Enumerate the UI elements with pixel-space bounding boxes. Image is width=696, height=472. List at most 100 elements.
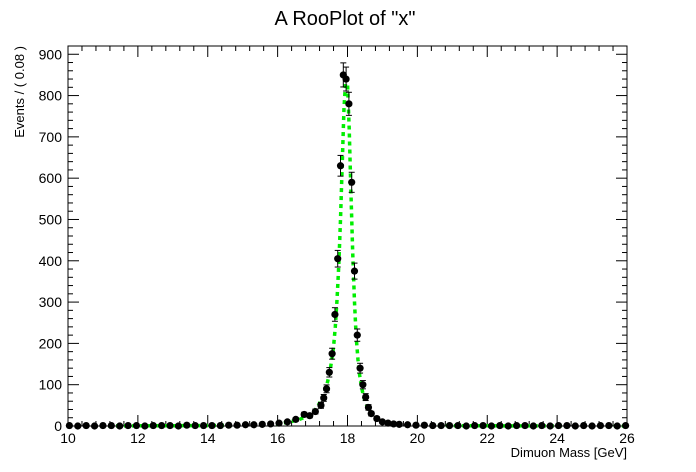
data-marker	[571, 422, 579, 430]
data-point	[364, 403, 373, 412]
data-marker	[350, 267, 359, 275]
data-marker	[596, 421, 605, 430]
data-marker	[437, 421, 445, 430]
data-marker	[65, 421, 73, 430]
data-marker	[487, 422, 496, 430]
data-marker	[141, 422, 149, 430]
data-marker	[199, 421, 208, 430]
data-marker	[149, 421, 157, 430]
data-marker	[124, 421, 132, 430]
data-marker	[132, 421, 141, 430]
data-marker	[429, 421, 437, 430]
data-marker	[317, 401, 325, 409]
data-marker	[275, 419, 283, 427]
data-point	[350, 262, 359, 280]
y-tick-label: 900	[39, 46, 63, 62]
data-marker	[258, 420, 266, 428]
data-point	[353, 328, 361, 342]
data-point	[311, 407, 319, 416]
data-point	[334, 249, 342, 268]
data-marker	[334, 255, 342, 263]
data-marker	[250, 421, 258, 429]
data-marker	[546, 422, 554, 430]
y-tick-label: 0	[54, 418, 62, 434]
data-marker	[588, 422, 596, 430]
y-axis-label: Events / ( 0.08 )	[12, 46, 27, 138]
data-marker	[622, 421, 630, 430]
data-point	[588, 422, 596, 430]
y-tick-labels: 0 100 200 300 400 500 600 700 800 900	[39, 46, 63, 434]
data-marker	[336, 162, 345, 170]
data-point	[390, 420, 398, 428]
data-marker	[158, 421, 166, 430]
data-marker	[320, 394, 328, 402]
data-marker	[74, 422, 82, 430]
data-point	[292, 415, 300, 423]
data-point	[395, 420, 403, 428]
data-marker	[174, 422, 183, 430]
data-marker	[331, 310, 339, 319]
data-point	[183, 421, 191, 429]
data-point	[322, 384, 331, 394]
data-point	[328, 347, 336, 360]
data-point	[342, 66, 350, 92]
data-point	[412, 421, 420, 429]
data-point	[378, 418, 387, 426]
data-point	[362, 393, 370, 402]
data-point	[373, 414, 381, 423]
data-point	[512, 421, 521, 430]
data-point	[571, 422, 579, 430]
data-marker	[90, 422, 99, 430]
x-tick-labels: 10 12 14 16 18 20 22 24 26	[60, 430, 635, 446]
data-point	[90, 422, 99, 430]
data-point	[445, 421, 454, 430]
data-point	[141, 422, 149, 430]
data-marker	[353, 331, 361, 339]
data-marker	[325, 368, 333, 376]
data-marker	[116, 422, 124, 430]
data-point	[132, 421, 141, 430]
data-point	[471, 421, 479, 430]
data-marker	[216, 421, 224, 430]
data-marker	[420, 421, 428, 429]
data-marker	[378, 418, 387, 426]
data-point	[199, 421, 208, 430]
x-tick-label: 18	[340, 430, 356, 446]
data-marker	[241, 421, 250, 429]
data-point	[580, 421, 588, 430]
data-point	[403, 421, 412, 429]
data-point	[429, 421, 437, 430]
x-axis-label: Dimuon Mass [GeV]	[511, 445, 627, 460]
data-marker	[512, 421, 521, 430]
data-point	[320, 394, 328, 402]
data-marker	[580, 421, 588, 430]
data-marker	[373, 414, 381, 423]
data-marker	[342, 75, 350, 83]
data-marker	[367, 410, 375, 418]
data-point	[233, 421, 241, 429]
data-marker	[521, 421, 529, 430]
data-point	[479, 421, 487, 430]
data-marker	[345, 100, 353, 108]
y-tick-label: 100	[39, 377, 63, 393]
data-marker	[300, 410, 308, 419]
chart-title: A RooPlot of "x"	[275, 8, 416, 30]
data-point	[563, 421, 571, 430]
x-tick-label: 16	[270, 430, 286, 446]
data-point	[420, 421, 428, 429]
data-marker	[538, 421, 546, 430]
y-tick-label: 600	[39, 170, 63, 186]
data-marker	[225, 421, 233, 429]
data-marker	[554, 421, 563, 430]
data-point	[124, 421, 132, 430]
data-point	[367, 410, 375, 418]
data-point	[166, 421, 174, 430]
data-marker	[359, 381, 367, 389]
data-point	[554, 421, 563, 430]
y-tick-label: 800	[39, 88, 63, 104]
x-tick-label: 10	[60, 430, 76, 446]
data-point	[107, 421, 115, 430]
data-point	[191, 421, 199, 430]
x-tick-label: 22	[479, 430, 495, 446]
data-point	[546, 422, 554, 430]
